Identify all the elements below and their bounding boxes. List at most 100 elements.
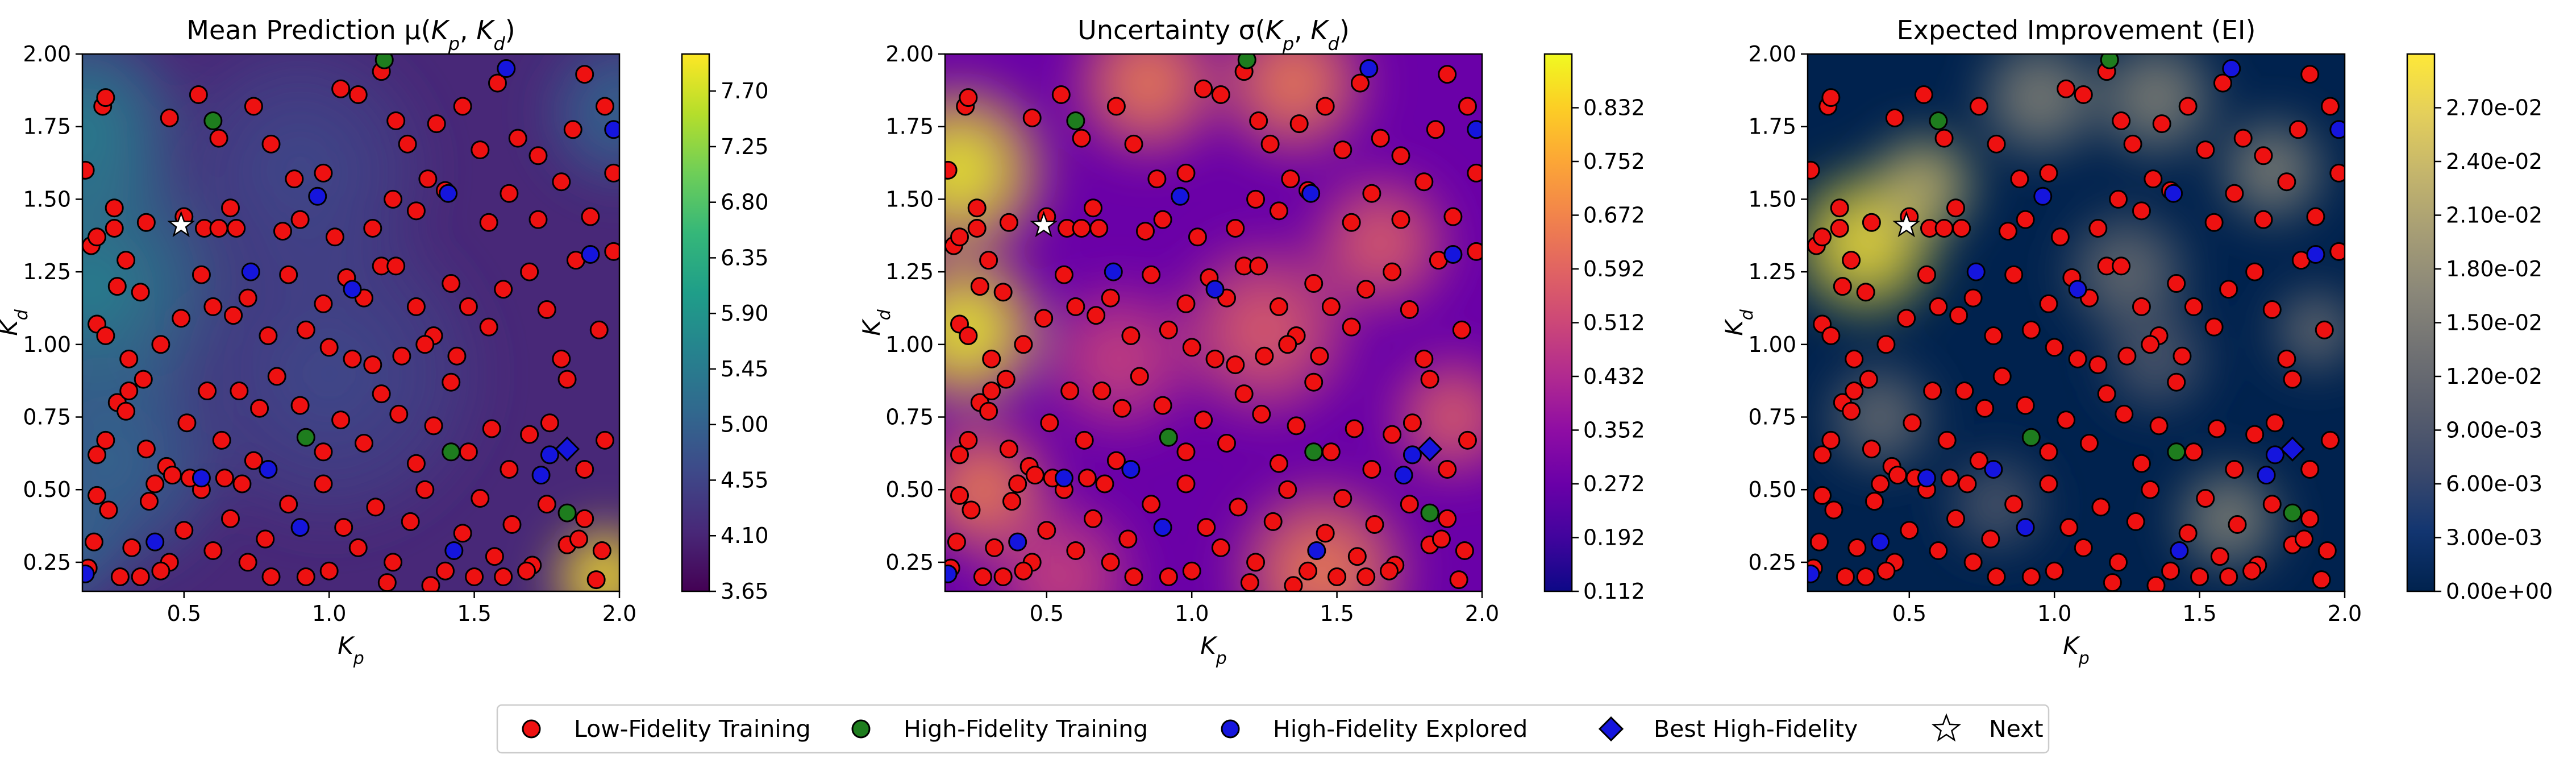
point-low-fidelity (2152, 114, 2171, 134)
point-low-fidelity (1182, 561, 1201, 581)
y-tick-label: 1.00 (1748, 332, 1796, 357)
point-low-fidelity (1269, 297, 1288, 316)
point-low-fidelity (2178, 97, 2198, 116)
point-low-fidelity (2312, 570, 2331, 590)
point-low-fidelity (2219, 567, 2238, 586)
subplot-title: Mean Prediction μ(Kp, Kd) (186, 15, 515, 55)
point-low-fidelity (1969, 97, 1988, 116)
scatter-points (82, 54, 619, 591)
point-explored (2306, 244, 2325, 264)
point-low-fidelity (88, 486, 107, 505)
point-low-fidelity (384, 189, 403, 209)
point-low-fidelity (163, 466, 182, 485)
point-low-fidelity (2204, 317, 2224, 337)
point-explored (2016, 518, 2035, 537)
point-low-fidelity (1900, 521, 1919, 540)
point-low-fidelity (2262, 300, 2282, 320)
point-low-fidelity (334, 518, 353, 537)
point-low-fidelity (1862, 440, 1881, 459)
point-low-fidelity (569, 529, 588, 549)
point-low-fidelity (436, 561, 455, 581)
point-low-fidelity (1362, 459, 1381, 479)
colorbar-tick-label: 1.20e-02 (2446, 364, 2542, 389)
point-low-fidelity (2045, 561, 2064, 581)
point-low-fidelity (1808, 160, 1820, 180)
colorbar-tick-label: 0.352 (1583, 418, 1645, 443)
point-low-fidelity (145, 474, 165, 494)
point-best (554, 436, 580, 462)
point-low-fidelity (575, 459, 594, 479)
point-low-fidelity (116, 251, 136, 270)
point-low-fidelity (384, 553, 403, 572)
point-low-fidelity (604, 163, 619, 183)
point-explored (1984, 459, 2003, 479)
point-low-fidelity (592, 541, 611, 560)
point-low-fidelity (2320, 430, 2340, 450)
point-low-fidelity (134, 370, 153, 389)
point-explored (343, 280, 362, 299)
x-tick-label: 1.0 (1175, 601, 1209, 626)
point-low-fidelity (528, 210, 548, 229)
legend-marker (522, 719, 541, 739)
point-low-fidelity (1380, 561, 1399, 581)
point-low-fidelity (372, 384, 391, 404)
colorbar-tick-label: 0.512 (1583, 310, 1645, 335)
y-tick-label: 0.75 (885, 405, 934, 430)
point-low-fidelity (1937, 430, 1957, 450)
point-low-fidelity (2315, 320, 2334, 339)
point-low-fidelity (2004, 265, 2024, 284)
point-low-fidelity (209, 128, 228, 148)
point-low-fidelity (88, 227, 107, 247)
y-tick-label: 1.50 (885, 186, 934, 212)
point-low-fidelity (331, 79, 351, 98)
point-high-fidelity (1066, 111, 1085, 130)
point-low-fidelity (105, 218, 124, 238)
point-low-fidelity (2059, 518, 2079, 537)
point-explored (192, 469, 211, 488)
point-explored (1917, 469, 1936, 488)
point-low-fidelity (2088, 218, 2108, 238)
point-low-fidelity (2196, 489, 2215, 508)
point-low-fidelity (1391, 210, 1410, 229)
point-low-fidelity (221, 509, 240, 528)
point-low-fidelity (116, 401, 136, 421)
point-low-fidelity (285, 169, 304, 189)
point-low-fidelity (290, 210, 310, 229)
point-high-fidelity (2100, 54, 2119, 69)
point-low-fidelity (136, 213, 156, 232)
point-low-fidelity (221, 198, 240, 218)
point-low-fidelity (88, 445, 107, 465)
point-low-fidelity (453, 524, 472, 543)
colorbar-tick-label: 6.35 (721, 245, 769, 270)
point-low-fidelity (442, 372, 461, 392)
point-low-fidelity (508, 128, 527, 148)
point-explored (259, 459, 278, 479)
point-low-fidelity (139, 492, 159, 511)
point-low-fidelity (537, 300, 556, 320)
point-low-fidelity (1455, 541, 1474, 560)
point-low-fidelity (203, 541, 223, 560)
colorbar-tick-label: 0.00e+00 (2446, 579, 2553, 604)
point-low-fidelity (392, 346, 411, 366)
point-low-fidelity (172, 309, 191, 328)
point-low-fidelity (386, 256, 406, 276)
point-low-fidelity (604, 242, 619, 261)
point-next (1030, 210, 1058, 238)
subplot-3: 0.5 1.0 1.5 2.0 0.25 0.50 0.75 1.00 1.25 1.50 1.75… (1720, 15, 2553, 669)
point-low-fidelity (1260, 134, 1280, 154)
y-tick-label: 0.25 (885, 550, 934, 575)
heatmap-blob (2092, 295, 2220, 423)
point-low-fidelity (1347, 547, 1367, 566)
point-low-fidelity (1356, 280, 1376, 299)
point-low-fidelity (1246, 189, 1266, 209)
point-explored (1359, 59, 1379, 78)
point-low-fidelity (96, 326, 115, 345)
point-low-fidelity (1903, 413, 1922, 433)
point-low-fidelity (96, 430, 115, 450)
point-low-fidelity (1263, 512, 1283, 531)
point-low-fidelity (993, 283, 1013, 302)
point-low-fidelity (1255, 346, 1274, 366)
point-low-fidelity (1984, 326, 2003, 345)
point-low-fidelity (1008, 474, 1027, 494)
point-low-fidelity (1269, 201, 1288, 221)
